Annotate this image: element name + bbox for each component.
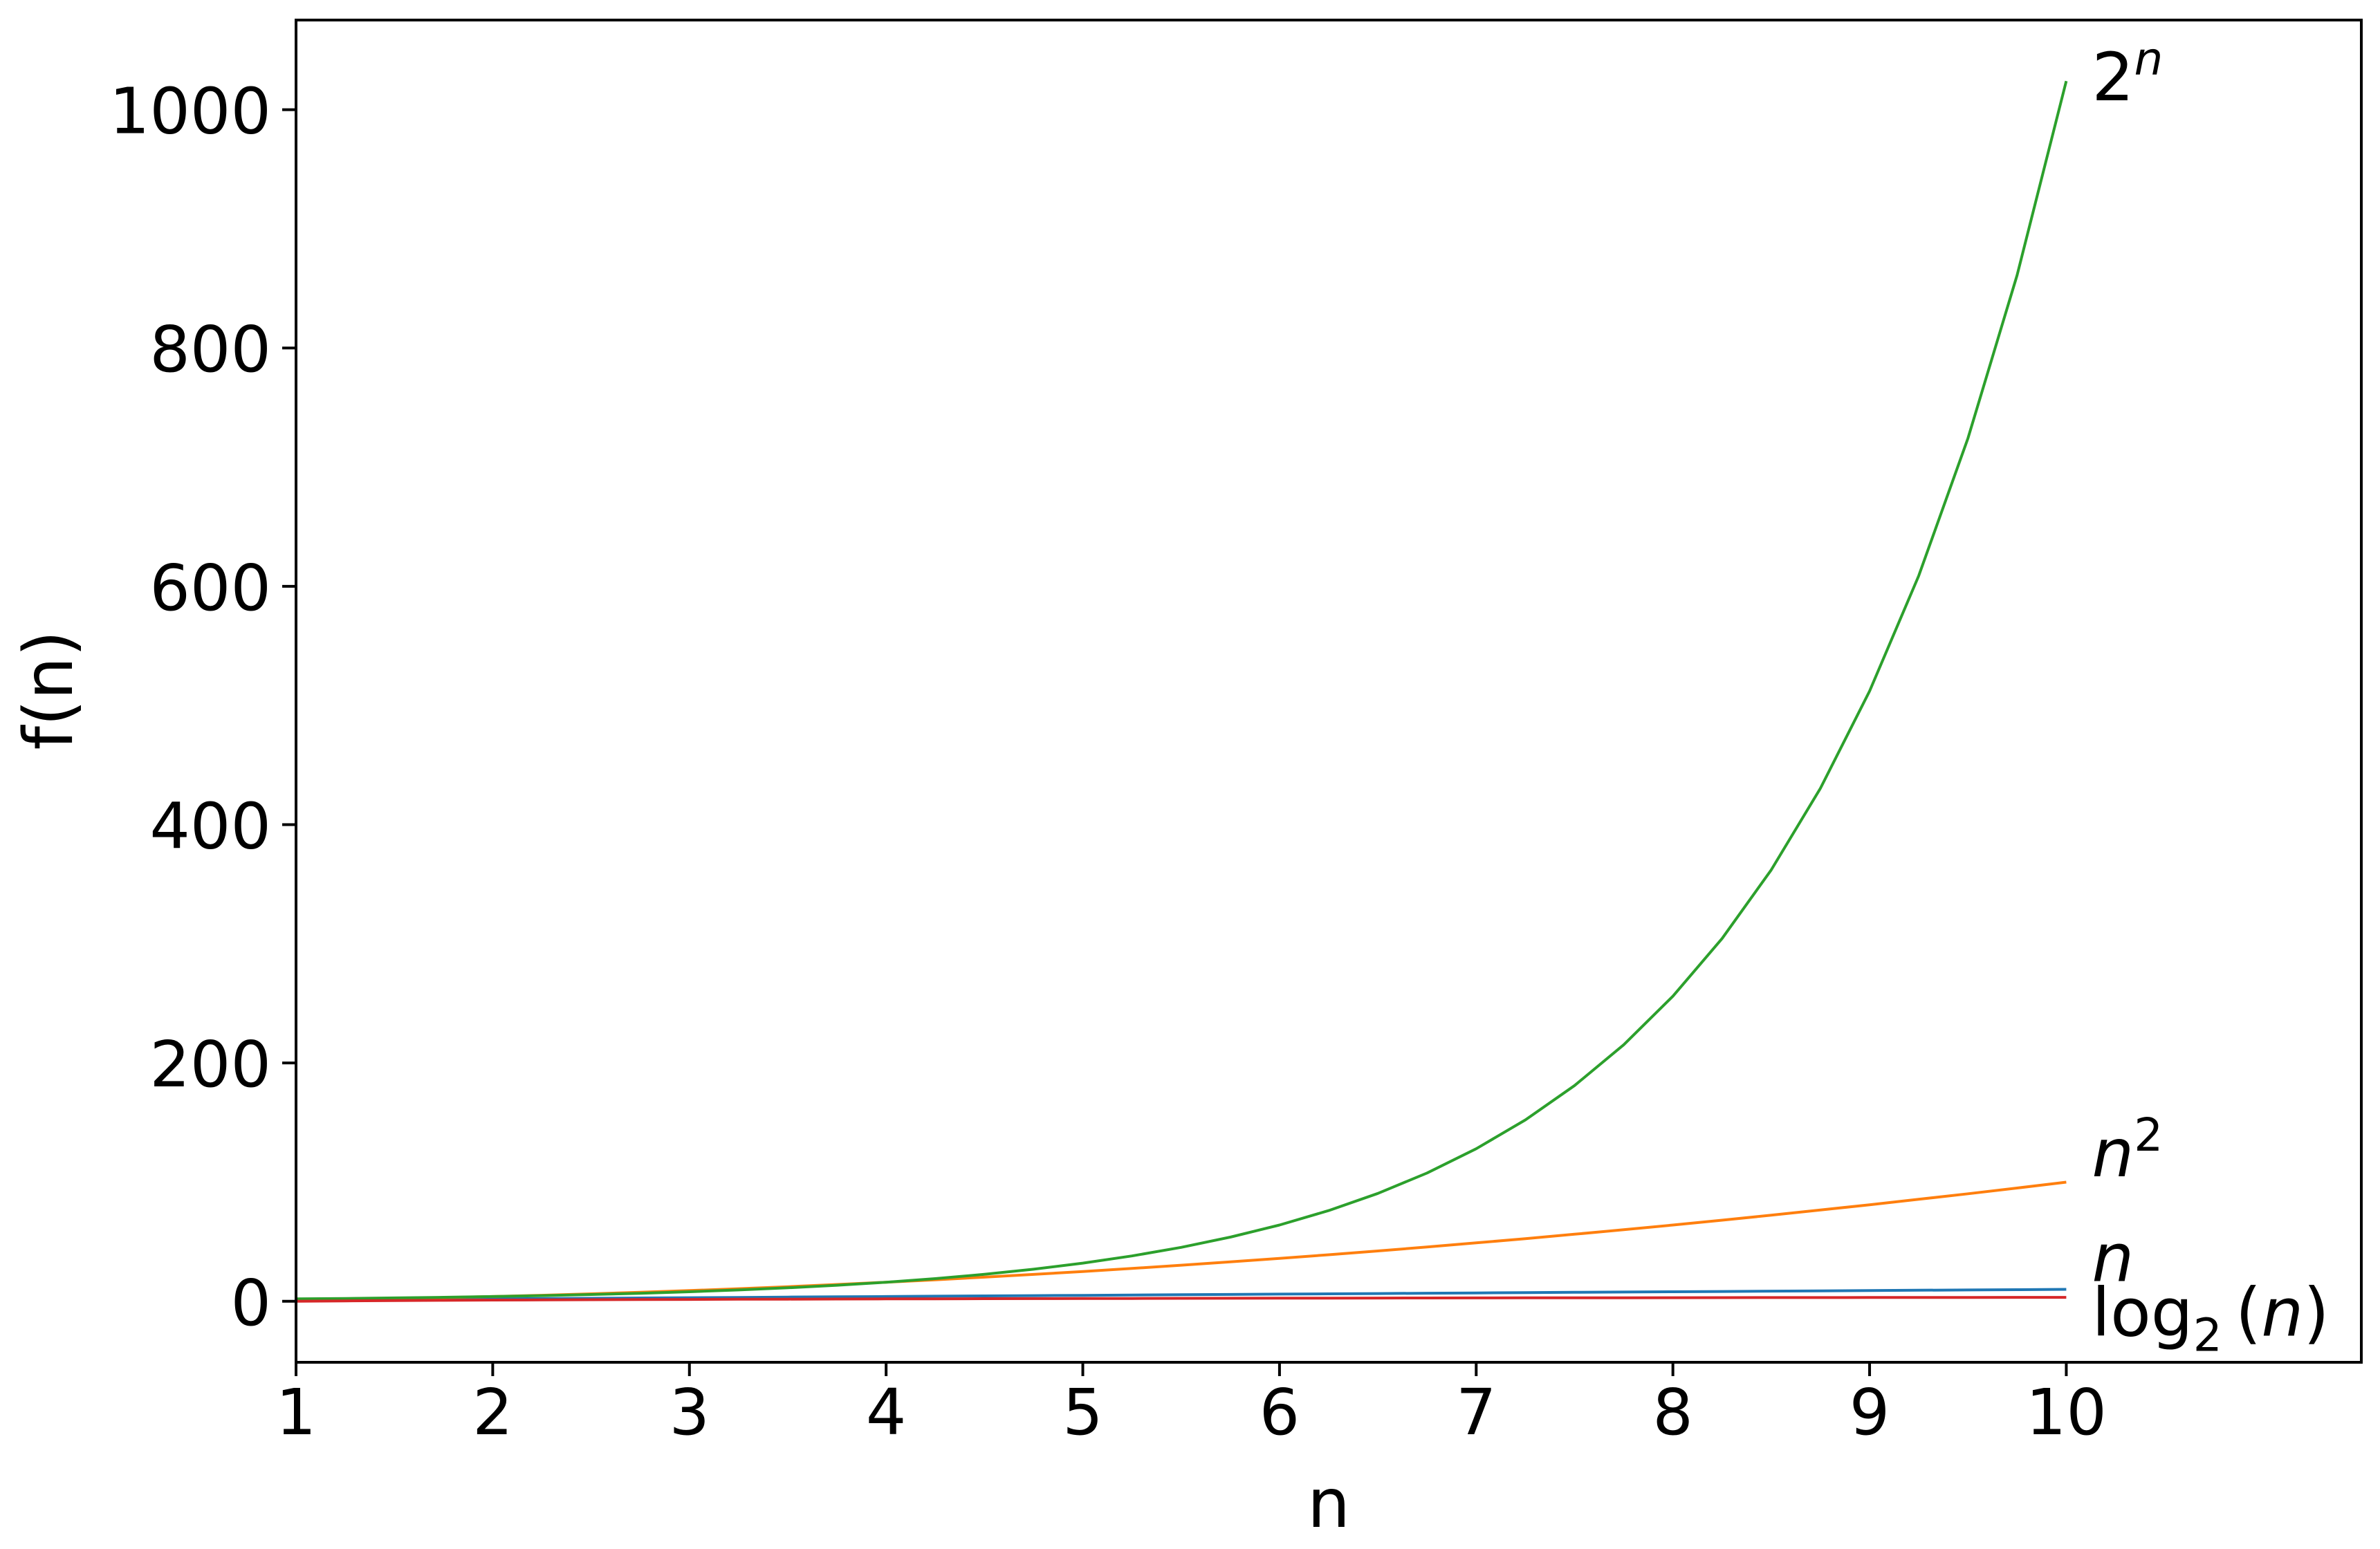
x-tick-label: 3: [669, 1375, 710, 1449]
x-tick-label: 7: [1456, 1375, 1497, 1449]
x-tick-label: 9: [1849, 1375, 1890, 1449]
curve-label-n: n: [2092, 1220, 2134, 1297]
y-tick-label: 800: [149, 313, 271, 387]
curve-label-part: 2: [2134, 1109, 2163, 1162]
x-tick-label: 6: [1260, 1375, 1300, 1449]
x-tick-label: 10: [2026, 1375, 2107, 1449]
y-tick-label: 600: [149, 551, 271, 625]
y-tick-label: 200: [149, 1028, 271, 1102]
curve-2^n: [295, 80, 2068, 1301]
x-tick-label: 2: [472, 1375, 513, 1449]
curve-label-n^2: n2: [2092, 1109, 2163, 1192]
plot-border: [295, 19, 2363, 1364]
curve-label-2^n: 2n: [2092, 33, 2163, 116]
x-tick-label: 5: [1062, 1375, 1103, 1449]
y-tick-label: 400: [149, 789, 271, 863]
curve-label-part: (: [2222, 1274, 2262, 1352]
curve-log2(n): [295, 1296, 2067, 1303]
curve-label-part: n: [2092, 1220, 2134, 1297]
curve-label-part: n: [2134, 33, 2163, 86]
curve-label-part: ): [2303, 1274, 2329, 1352]
x-tick-label: 4: [866, 1375, 907, 1449]
y-tick-label: 1000: [109, 75, 271, 149]
x-tick-label: 8: [1652, 1375, 1693, 1449]
curve-label-part: 2: [2193, 1309, 2222, 1362]
curve-label-part: 2: [2092, 39, 2134, 116]
curve-label-part: log: [2092, 1274, 2193, 1352]
y-tick-label: 0: [230, 1266, 271, 1340]
curve-label-log2(n): log2 (n): [2092, 1274, 2329, 1362]
x-axis-title: n: [1307, 1465, 1350, 1543]
curve-label-part: n: [2261, 1274, 2303, 1352]
y-axis-title: f(n): [10, 630, 89, 750]
curve-n^2: [295, 1180, 2067, 1301]
x-tick-label: 1: [276, 1375, 317, 1449]
curve-label-part: n: [2092, 1115, 2134, 1192]
